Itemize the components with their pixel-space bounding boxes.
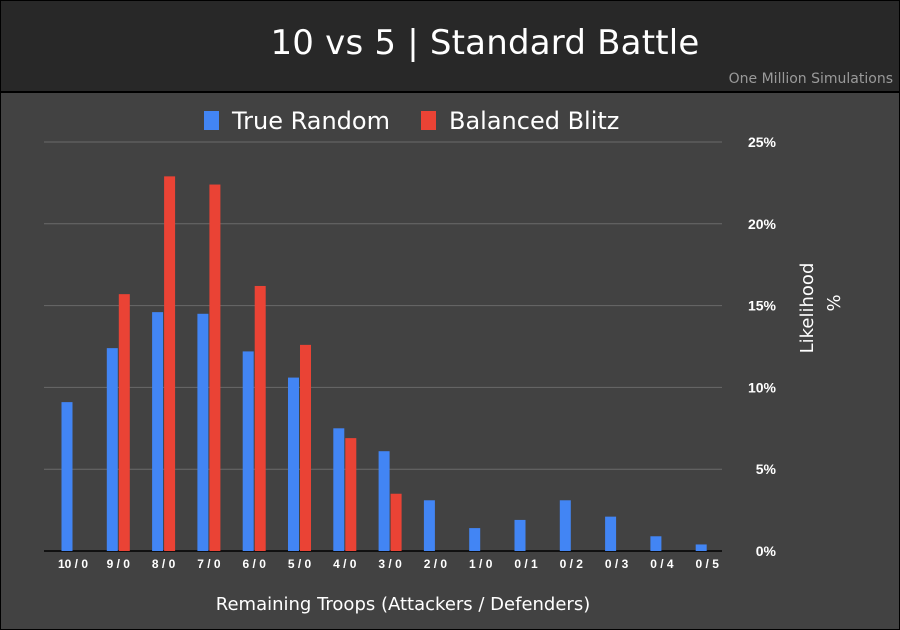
legend: True Random Balanced Blitz [204, 107, 619, 135]
y-tick-label: 0% [756, 543, 777, 559]
x-tick-label: 0 / 4 [650, 557, 674, 571]
bar-balanced-blitz [254, 285, 266, 551]
bar-true-random [559, 500, 571, 551]
y-tick-label: 15% [748, 298, 777, 314]
y-axis-title-line-1: Likelihood [797, 263, 818, 354]
bar-true-random [152, 312, 164, 551]
x-tick-label: 9 / 0 [107, 557, 131, 571]
bar-true-random [423, 500, 435, 551]
bar-true-random [288, 377, 299, 551]
x-tick-label: 5 / 0 [288, 557, 312, 571]
x-tick-label: 2 / 0 [424, 557, 448, 571]
bar-true-random [106, 348, 118, 551]
x-tick-label: 0 / 1 [514, 557, 538, 571]
chart-subtitle: One Million Simulations [728, 71, 893, 87]
bar-true-random [514, 519, 526, 551]
bar-true-random [650, 536, 662, 551]
bar-true-random [378, 451, 390, 551]
legend-label-balanced-blitz: Balanced Blitz [449, 107, 619, 135]
bar-true-random [197, 313, 209, 551]
y-axis-title-line-2: % [824, 294, 845, 311]
x-tick-label: 4 / 0 [333, 557, 357, 571]
legend-label-true-random: True Random [231, 107, 390, 135]
bar-true-random [333, 428, 345, 551]
bar-balanced-blitz [164, 176, 176, 551]
y-tick-label: 20% [748, 216, 777, 232]
x-tick-label: 8 / 0 [152, 557, 176, 571]
x-axis-title: Remaining Troops (Attackers / Defenders) [216, 594, 590, 615]
x-tick-label: 3 / 0 [378, 557, 402, 571]
bar-balanced-blitz [209, 184, 221, 551]
bar-true-random [469, 528, 481, 551]
bar-balanced-blitz [345, 438, 357, 551]
bar-balanced-blitz [118, 294, 130, 551]
x-tick-label: 6 / 0 [243, 557, 267, 571]
y-tick-label: 10% [748, 379, 777, 395]
bar-true-random [695, 544, 707, 551]
x-tick-label: 0 / 2 [560, 557, 584, 571]
x-tick-label: 7 / 0 [197, 557, 221, 571]
y-tick-label: 5% [756, 461, 777, 477]
legend-swatch-true-random [204, 111, 219, 130]
y-axis-title: Likelihood % [797, 263, 845, 354]
x-tick-label: 0 / 3 [605, 557, 629, 571]
bar-balanced-blitz [300, 344, 311, 551]
bar-balanced-blitz [390, 493, 402, 551]
x-tick-label: 0 / 5 [696, 557, 720, 571]
bars: 10 / 0 9 / 0 8 / 0 7 / 0 6 / 0 5 / 0 4 / 0 3 / … [58, 176, 719, 571]
chart-title: 10 vs 5 | Standard Battle [270, 23, 700, 63]
x-tick-label: 10 / 0 [58, 557, 88, 571]
chart-header: 10 vs 5 | Standard Battle One Million Si… [1, 1, 899, 93]
y-tick-label: 25% [748, 134, 777, 150]
legend-swatch-balanced-blitz [421, 111, 436, 130]
bar-true-random [605, 516, 617, 551]
bar-true-random [61, 402, 73, 551]
x-tick-label: 1 / 0 [469, 557, 493, 571]
bar-true-random [242, 351, 254, 551]
